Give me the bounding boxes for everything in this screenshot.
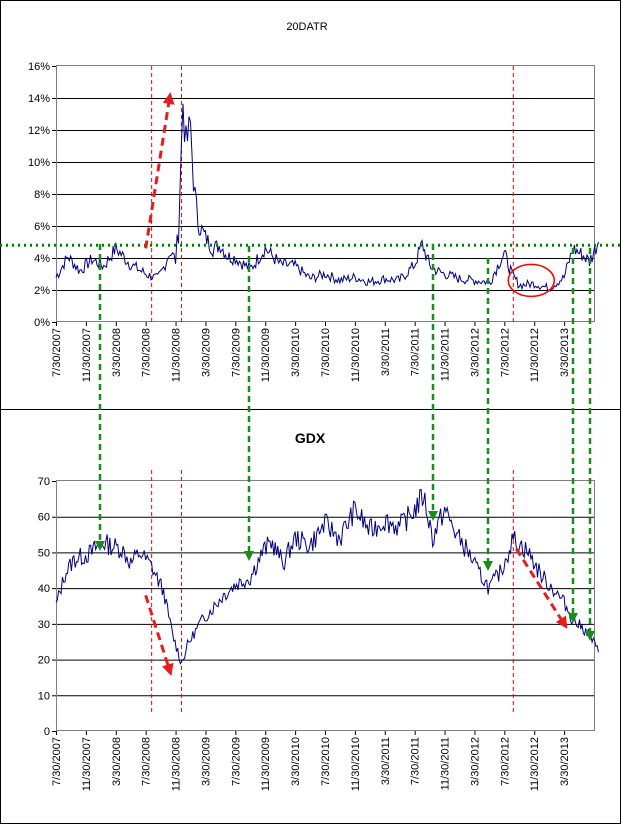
gdx-y-tick-label: 50: [38, 547, 50, 559]
gdx-y-tick-label: 60: [38, 512, 50, 524]
gdx-x-tick-label: 7/30/2007: [51, 737, 63, 786]
gdx-falling-arrow-2: [515, 548, 568, 629]
atr-x-tick-label: 3/30/2011: [380, 328, 392, 376]
atr-x-tick-label: 11/30/2011: [440, 328, 452, 381]
gdx-x-tick-label: 3/30/2008: [111, 737, 123, 786]
atr-x-tick-label: 7/30/2009: [230, 328, 242, 377]
gdx-series-line: [55, 488, 599, 666]
gdx-x-tick-label: 7/30/2011: [410, 737, 422, 785]
gdx-x-tick-label: 7/30/2009: [230, 737, 242, 786]
atr-y-tick-label: 12%: [28, 125, 50, 137]
atr-x-tick-label: 3/30/2012: [469, 328, 481, 377]
atr-y-tick-label: 14%: [28, 93, 50, 105]
gdx-red-dashed-lines: [151, 470, 514, 712]
gdx-x-tick-label: 3/30/2010: [290, 737, 302, 786]
gdx-y-axis: 0 10 20 30 40 50 60 70: [38, 476, 56, 738]
atr-series-line: [55, 103, 599, 293]
gdx-y-tick-label: 20: [38, 655, 50, 667]
gdx-falling-arrows: [144, 548, 568, 677]
atr-y-tick-label: 0%: [34, 317, 50, 329]
atr-x-tick-label: 11/30/2009: [260, 328, 272, 382]
atr-x-tick-label: 11/30/2012: [529, 328, 541, 382]
gdx-x-tick-label: 11/30/2009: [260, 737, 272, 791]
atr-x-tick-label: 3/30/2008: [111, 328, 123, 377]
atr-x-tick-label: 7/30/2007: [51, 328, 63, 377]
atr-x-tick-label: 3/30/2013: [559, 328, 571, 377]
atr-plot-area: [56, 65, 595, 322]
gdx-x-tick-label: 7/30/2010: [320, 737, 332, 786]
atr-y-axis: 0% 2% 4% 6% 8% 10% 12% 14% 16%: [28, 61, 56, 329]
green-connector-arrows: [95, 244, 595, 641]
gdx-y-tick-label: 10: [38, 690, 50, 702]
atr-y-tick-label: 16%: [28, 61, 50, 73]
atr-x-tick-label: 3/30/2009: [200, 328, 212, 377]
atr-y-tick-label: 8%: [34, 189, 50, 201]
gdx-x-tick-label: 3/30/2013: [559, 737, 571, 786]
atr-x-tick-label: 11/30/2010: [350, 328, 362, 382]
atr-x-tick-label: 7/30/2012: [499, 328, 511, 377]
gdx-y-tick-label: 0: [44, 726, 50, 738]
gdx-x-tick-label: 11/30/2010: [350, 737, 362, 791]
gdx-x-axis: 7/30/2007 11/30/2007 3/30/2008 7/30/2008 11/…: [51, 731, 571, 791]
atr-x-axis: 7/30/2007 11/30/2007 3/30/2008 7/30/2008 11/…: [51, 322, 571, 382]
atr-x-tick-label: 7/30/2011: [410, 328, 422, 376]
atr-gridlines: [56, 98, 594, 291]
atr-y-tick-label: 10%: [28, 157, 50, 169]
gdx-plot-area: [56, 480, 595, 731]
gdx-chart-title: GDX: [295, 430, 326, 446]
atr-x-tick-label: 3/30/2010: [290, 328, 302, 377]
gdx-x-tick-label: 3/30/2011: [380, 737, 392, 785]
gdx-x-tick-label: 11/30/2007: [81, 737, 93, 791]
atr-x-tick-label: 7/30/2010: [320, 328, 332, 377]
gdx-y-tick-label: 70: [38, 476, 50, 488]
atr-x-tick-label: 7/30/2008: [141, 328, 153, 377]
atr-y-tick-label: 4%: [34, 253, 50, 265]
gdx-x-tick-label: 7/30/2012: [499, 737, 511, 786]
gdx-falling-arrow-1: [144, 594, 174, 677]
atr-y-tick-label: 6%: [34, 221, 50, 233]
atr-y-tick-label: 2%: [34, 285, 50, 297]
gdx-y-tick-label: 30: [38, 619, 50, 631]
gdx-x-tick-label: 3/30/2012: [469, 737, 481, 786]
gdx-x-tick-label: 3/30/2009: [200, 737, 212, 786]
gdx-x-tick-label: 11/30/2008: [171, 737, 183, 791]
gdx-x-tick-label: 11/30/2012: [529, 737, 541, 791]
atr-chart-title: 20DATR: [286, 21, 327, 33]
atr-low-volatility-circle: [507, 263, 555, 298]
atr-x-tick-label: 11/30/2007: [81, 328, 93, 382]
gdx-x-tick-label: 11/30/2011: [440, 737, 452, 790]
gdx-x-tick-label: 7/30/2008: [141, 737, 153, 786]
gdx-y-tick-label: 40: [38, 583, 50, 595]
atr-x-tick-label: 11/30/2008: [171, 328, 183, 382]
